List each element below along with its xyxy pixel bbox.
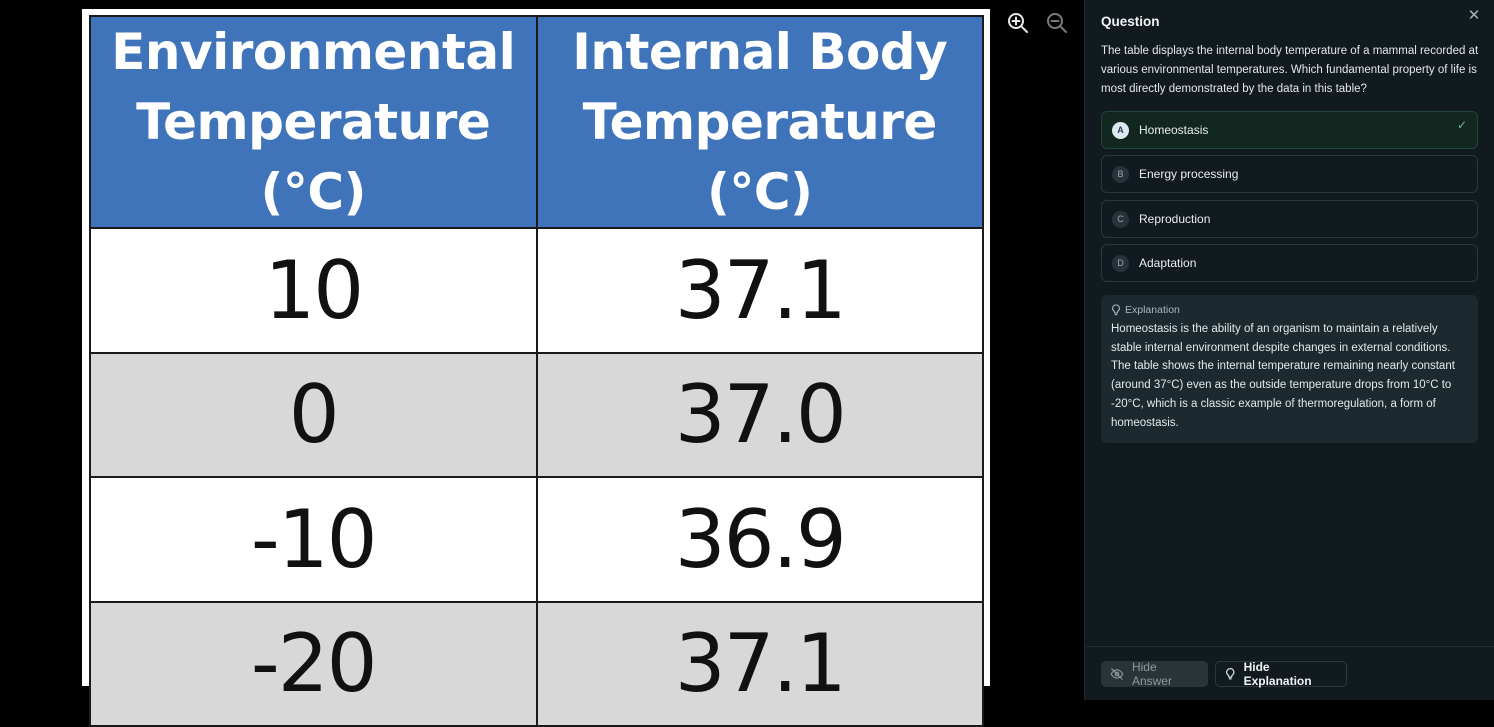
question-text: The table displays the internal body tem… (1101, 45, 1479, 95)
column-header-internal: Internal Body Temperature (°C) (535, 15, 984, 229)
option-d[interactable]: D Adaptation (1101, 244, 1478, 282)
table-row: -10 36.9 (89, 476, 984, 603)
hide-answer-label: Hide Answer (1131, 660, 1172, 688)
panel-title: Question (1101, 14, 1160, 29)
table-cell: -20 (89, 600, 538, 727)
option-letter: A (1112, 122, 1129, 139)
question-panel: Question ✕ The table displays the intern… (1084, 0, 1494, 700)
option-b[interactable]: B Energy processing (1101, 155, 1478, 193)
table-cell: 37.1 (535, 600, 984, 727)
table-cell: 37.1 (535, 227, 984, 354)
zoom-in-button[interactable] (1006, 11, 1030, 35)
explanation-heading: Explanation (1111, 304, 1468, 316)
panel-footer: Hide Answer Hide Explanation (1085, 646, 1494, 700)
image-viewer: Environmental Temperature (°C) Internal … (82, 9, 1069, 727)
hide-answer-button[interactable]: Hide Answer (1101, 660, 1208, 688)
explanation-box: Explanation Homeostasis is the ability o… (1101, 295, 1478, 443)
option-c[interactable]: C Reproduction (1101, 200, 1478, 238)
hide-explanation-button[interactable]: Hide Explanation (1215, 660, 1347, 688)
option-a[interactable]: A Homeostasis ✓ (1101, 111, 1478, 149)
table-cell: 0 (89, 351, 538, 478)
table-row: -20 37.1 (89, 600, 984, 727)
table-cell: -10 (89, 476, 538, 603)
zoom-out-button[interactable] (1045, 11, 1069, 35)
option-letter: B (1112, 166, 1129, 183)
explanation-heading-text: Explanation (1125, 304, 1180, 316)
data-table: Environmental Temperature (°C) Internal … (89, 15, 984, 727)
close-button[interactable]: ✕ (1466, 8, 1482, 24)
check-icon: ✓ (1456, 118, 1467, 132)
zoom-out-icon (1047, 13, 1067, 33)
table-header-row: Environmental Temperature (°C) Internal … (89, 15, 984, 229)
eye-off-icon (1110, 668, 1124, 680)
table-cell: 37.0 (535, 351, 984, 478)
question-image: Environmental Temperature (°C) Internal … (82, 9, 990, 727)
table-cell: 36.9 (535, 476, 984, 603)
option-label: Energy processing (1139, 167, 1239, 181)
option-letter: C (1112, 211, 1129, 228)
option-letter: D (1112, 255, 1129, 272)
table-row: 0 37.0 (89, 351, 984, 478)
option-label: Adaptation (1139, 256, 1197, 270)
lightbulb-icon (1112, 304, 1120, 316)
column-header-environmental: Environmental Temperature (°C) (89, 15, 538, 229)
close-icon: ✕ (1467, 7, 1481, 24)
lightbulb-icon (1226, 668, 1235, 680)
hide-explanation-label: Hide Explanation (1243, 660, 1312, 688)
table-row: 10 37.1 (89, 227, 984, 354)
table-cell: 10 (89, 227, 538, 354)
option-label: Reproduction (1139, 212, 1211, 226)
explanation-text: Homeostasis is the ability of an organis… (1111, 323, 1455, 429)
option-label: Homeostasis (1139, 123, 1209, 137)
zoom-in-icon (1008, 13, 1028, 33)
